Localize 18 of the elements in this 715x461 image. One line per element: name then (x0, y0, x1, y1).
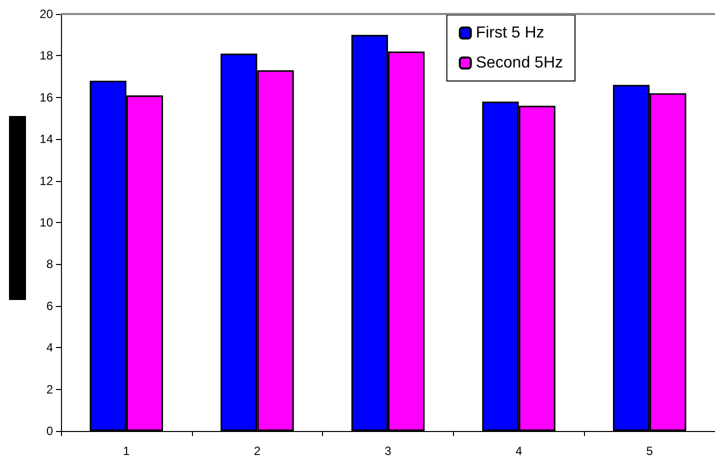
y-tick-label: 16 (40, 90, 54, 104)
y-tick-label: 10 (40, 216, 54, 230)
y-tick-label: 12 (40, 174, 54, 188)
y-tick-label: 4 (46, 340, 54, 355)
y-tick-label: 18 (40, 48, 54, 63)
y-tick-label: 14 (40, 132, 54, 146)
y-tick-label: 2 (46, 382, 54, 396)
y-tick-label: 6 (46, 298, 54, 313)
x-tick-label: 3 (384, 444, 392, 458)
x-tick-label: 5 (646, 444, 654, 458)
y-tick-label: 8 (46, 257, 54, 272)
y-tick-label: 0 (46, 424, 54, 438)
legend-label: Second 5Hz (476, 54, 564, 72)
x-tick-label: 4 (515, 444, 522, 458)
x-tick-label: 2 (254, 444, 261, 458)
y-tick-label: 20 (40, 7, 54, 21)
legend-label: First 5 Hz (476, 24, 544, 42)
x-tick-label: 1 (123, 444, 130, 458)
